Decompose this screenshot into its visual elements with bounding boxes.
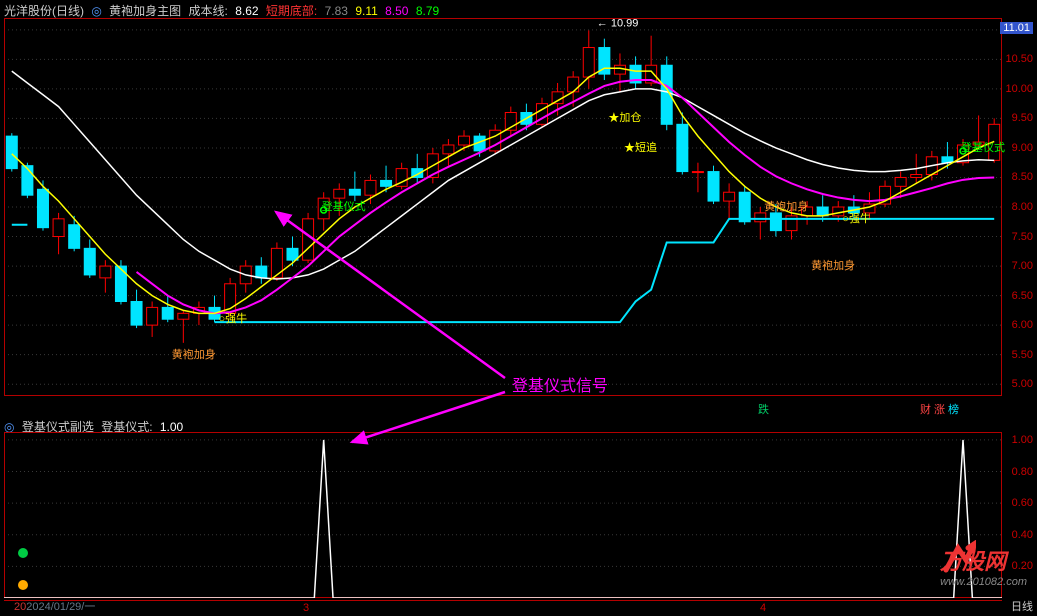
chart-label: 登基仪式 xyxy=(322,198,366,214)
indicator-name: 黄袍加身主图 xyxy=(109,4,181,18)
chart-label: 登基仪式 xyxy=(961,139,1005,155)
indicator-icon: ◎ xyxy=(91,4,101,18)
header-val-1: 9.11 xyxy=(355,4,377,18)
chart-label: ★短追 xyxy=(624,139,657,155)
annotation-text: 登基仪式信号 xyxy=(512,372,608,396)
status-dot xyxy=(18,548,28,558)
chart-label: 黄袍加身 xyxy=(172,346,216,362)
chart-label: ○强牛 xyxy=(219,310,248,326)
sub-chart[interactable] xyxy=(4,432,1002,598)
short-bottom-label: 短期底部: xyxy=(266,4,317,18)
chart-label: ★加仓 xyxy=(608,109,641,125)
header-val-0: 7.83 xyxy=(325,4,348,18)
status-dot xyxy=(18,580,28,590)
chart-label: ○强牛 xyxy=(842,210,871,226)
cost-value: 8.62 xyxy=(235,4,258,18)
sub-y-axis: 0.200.400.600.801.00 xyxy=(1002,432,1037,598)
stock-name: 光洋股份(日线) xyxy=(4,4,84,18)
current-price-label: 11.01 xyxy=(1000,22,1033,34)
header-val-3: 8.79 xyxy=(416,4,439,18)
chart-label: 黄袍加身 xyxy=(764,198,808,214)
cost-label: 成本线: xyxy=(189,4,228,18)
svg-text:← 10.99: ← 10.99 xyxy=(597,18,639,29)
main-chart-header: 光洋股份(日线) ◎ 黄袍加身主图 成本线: 8.62 短期底部: 7.83 9… xyxy=(4,2,443,19)
main-chart[interactable]: ← 10.99 xyxy=(4,18,1002,396)
main-y-axis: 5.005.506.006.507.007.508.008.509.009.50… xyxy=(1002,18,1037,396)
chart-label: 黄袍加身 xyxy=(811,257,855,273)
header-val-2: 8.50 xyxy=(385,4,408,18)
